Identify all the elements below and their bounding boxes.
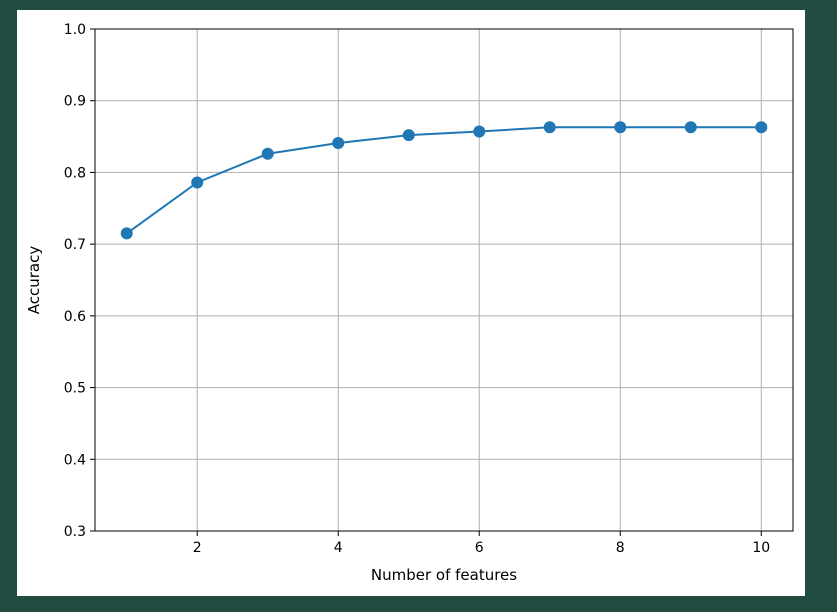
grid-lines	[95, 28, 793, 532]
x-tick-label: 2	[193, 540, 202, 556]
y-tick-label: 0.7	[64, 237, 86, 253]
data-point	[332, 137, 345, 150]
y-tick-label: 1.0	[64, 22, 86, 38]
x-tick-label: 10	[752, 540, 770, 556]
y-axis-label: Accuracy	[25, 246, 43, 315]
y-tick-label: 0.4	[64, 452, 86, 468]
data-point	[402, 129, 415, 142]
data-point	[543, 121, 556, 134]
x-tick-label: 4	[334, 540, 343, 556]
line-chart: 2 4 6 8 10 0.3 0.4 0.5 0.6 0.7 0.8 0.9 1.0 Number of…	[25, 22, 794, 584]
x-tick-label: 6	[475, 540, 484, 556]
y-tick-label: 0.8	[64, 165, 86, 181]
y-tick-label: 0.9	[64, 94, 86, 110]
data-point	[120, 227, 133, 240]
data-point	[684, 121, 697, 134]
series-line	[126, 126, 762, 235]
y-tick-label: 0.5	[64, 381, 86, 397]
data-point	[614, 121, 627, 134]
series-layer	[120, 121, 768, 240]
x-axis-label: Number of features	[371, 566, 517, 584]
data-point	[473, 125, 486, 138]
y-tick-label: 0.3	[64, 524, 86, 540]
axes-frame	[94, 28, 794, 532]
data-point	[755, 121, 768, 134]
tick-layer: 2 4 6 8 10 0.3 0.4 0.5 0.6 0.7 0.8 0.9 1.0	[64, 22, 770, 556]
data-point	[191, 176, 204, 189]
data-point	[261, 147, 274, 160]
y-tick-label: 0.6	[64, 309, 86, 325]
chart-figure: 2 4 6 8 10 0.3 0.4 0.5 0.6 0.7 0.8 0.9 1.0 Number of…	[17, 10, 805, 596]
x-tick-label: 8	[616, 540, 625, 556]
